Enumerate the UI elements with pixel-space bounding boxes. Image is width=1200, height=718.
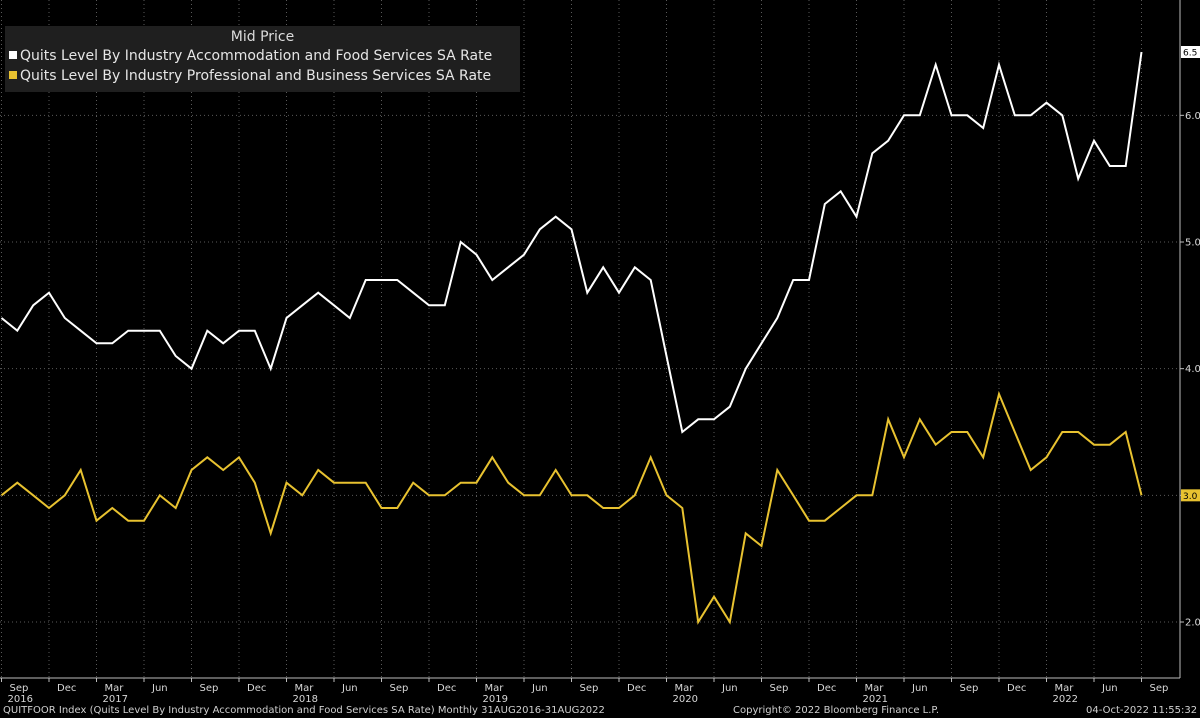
x-tick-label: Dec <box>57 683 76 694</box>
y-tick-label: 2.0 <box>1185 618 1200 629</box>
x-tick-label: Dec <box>817 683 836 694</box>
y-tick-label: 6.0 <box>1185 111 1200 122</box>
x-tick-label: Sep <box>390 683 409 694</box>
last-value-label: 6.5 <box>1183 49 1197 59</box>
legend-swatch-yellow <box>9 71 17 79</box>
x-tick-label: Jun <box>911 683 928 694</box>
x-year-label: 2021 <box>863 694 888 705</box>
y-axis-labels: 2.03.04.05.06.06.53.0 <box>1181 46 1200 629</box>
legend-swatch-white <box>9 51 17 59</box>
x-tick-label: Dec <box>247 683 266 694</box>
x-tick-label: Dec <box>1007 683 1026 694</box>
x-tick-label: Jun <box>1101 683 1118 694</box>
x-tick-label: Jun <box>721 683 738 694</box>
x-tick-label: Jun <box>341 683 358 694</box>
chart-title: Mid Price <box>230 29 295 45</box>
x-tick-label: Sep <box>1150 683 1169 694</box>
x-tick-label: Sep <box>580 683 599 694</box>
x-tick-label: Mar <box>295 683 315 694</box>
y-tick-label: 5.0 <box>1185 238 1200 249</box>
x-tick-label: Sep <box>960 683 979 694</box>
x-year-label: 2019 <box>483 694 508 705</box>
x-tick-label: Mar <box>105 683 125 694</box>
footer-source: QUITFOOR Index (Quits Level By Industry … <box>3 705 605 716</box>
x-tick-label: Dec <box>627 683 646 694</box>
x-tick-label: Sep <box>770 683 789 694</box>
x-tick-label: Sep <box>200 683 219 694</box>
y-tick-label: 4.0 <box>1185 364 1200 375</box>
chart-axes <box>0 0 1184 682</box>
last-value-badge <box>1181 46 1200 58</box>
x-tick-label: Jun <box>151 683 168 694</box>
legend-label-professional: Quits Level By Industry Professional and… <box>20 68 492 84</box>
x-year-label: 2018 <box>293 694 318 705</box>
series-line-accommodation <box>0 51 1143 434</box>
legend-label-accommodation: Quits Level By Industry Accommodation an… <box>20 48 493 64</box>
legend: Mid Price Quits Level By Industry Accomm… <box>5 26 520 92</box>
x-year-label: 2016 <box>8 694 33 705</box>
x-year-label: 2017 <box>103 694 128 705</box>
x-tick-label: Mar <box>485 683 505 694</box>
x-year-label: 2022 <box>1053 694 1078 705</box>
series-line-professional <box>0 390 1143 625</box>
x-axis-labels: Sep Dec Mar Jun Sep Dec Mar Jun Sep Dec Mar Jun Sep D… <box>8 683 1169 705</box>
x-tick-label: Mar <box>675 683 695 694</box>
x-year-label: 2020 <box>673 694 698 705</box>
x-tick-label: Mar <box>1055 683 1075 694</box>
footer-copyright: Copyright© 2022 Bloomberg Finance L.P. <box>733 705 940 716</box>
x-tick-label: Jun <box>531 683 548 694</box>
x-tick-label: Mar <box>865 683 885 694</box>
chart-grid <box>0 0 1180 678</box>
last-value-badge <box>1181 489 1200 502</box>
x-tick-label: Dec <box>437 683 456 694</box>
legend-item-professional: Quits Level By Industry Professional and… <box>9 68 491 84</box>
chart-series <box>0 51 1143 625</box>
legend-item-accommodation: Quits Level By Industry Accommodation an… <box>9 48 492 64</box>
footer-timestamp: 04-Oct-2022 11:55:32 <box>1086 705 1198 716</box>
last-value-label: 3.0 <box>1183 492 1198 502</box>
x-tick-label: Sep <box>10 683 29 694</box>
